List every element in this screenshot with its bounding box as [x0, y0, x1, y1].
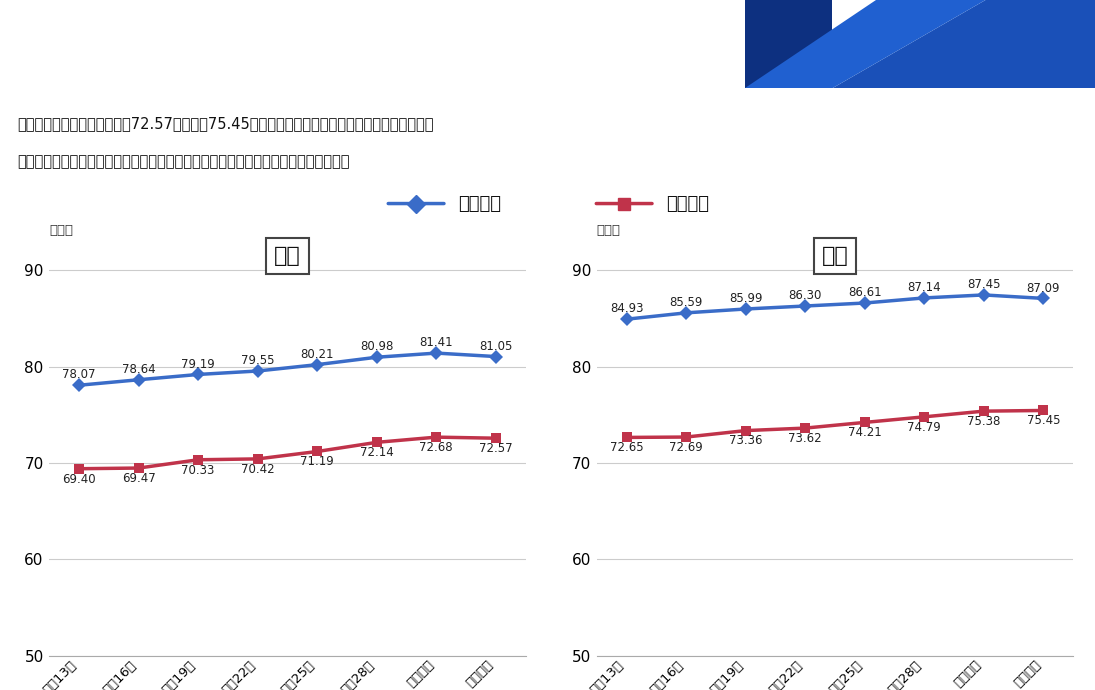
Text: 87.09: 87.09 [1027, 282, 1060, 295]
Text: 80.98: 80.98 [360, 340, 393, 353]
Text: 女性: 女性 [821, 246, 849, 266]
Text: 69.47: 69.47 [122, 472, 155, 485]
Text: 80.21: 80.21 [300, 348, 334, 361]
Text: 81.05: 81.05 [480, 339, 512, 353]
Text: 74.21: 74.21 [848, 426, 881, 440]
Text: 73.36: 73.36 [729, 435, 762, 447]
Text: 85.99: 85.99 [729, 292, 762, 305]
Text: （年）: （年） [49, 224, 73, 237]
Text: 72.65: 72.65 [610, 442, 644, 454]
Text: 75.45: 75.45 [1027, 414, 1060, 427]
Text: 86.30: 86.30 [788, 289, 822, 302]
Text: 72.14: 72.14 [360, 446, 393, 459]
Text: 71.19: 71.19 [300, 455, 334, 469]
Text: ※日常生活に制限がない期間の平均: ※日常生活に制限がない期間の平均 [438, 37, 588, 52]
Polygon shape [745, 0, 986, 88]
Text: 87.14: 87.14 [908, 281, 941, 294]
Text: 平均寿命: 平均寿命 [458, 195, 500, 213]
Polygon shape [745, 0, 832, 88]
Text: 72.69: 72.69 [669, 441, 703, 454]
Text: 81.41: 81.41 [419, 336, 453, 349]
Text: 79.19: 79.19 [182, 357, 215, 371]
Text: 健康寿命: 健康寿命 [666, 195, 708, 213]
Text: 72.68: 72.68 [419, 441, 453, 454]
Text: 72.57: 72.57 [479, 442, 512, 455]
Text: 74.79: 74.79 [908, 421, 941, 434]
Text: 70.42: 70.42 [241, 463, 275, 475]
Text: 78.64: 78.64 [122, 363, 155, 376]
Text: （年）: （年） [597, 224, 621, 237]
Text: 男性: 男性 [274, 246, 301, 266]
Text: 78.07: 78.07 [62, 368, 95, 382]
Text: 69.40: 69.40 [62, 473, 96, 486]
Text: 85.59: 85.59 [669, 296, 703, 309]
Text: 84.93: 84.93 [610, 302, 643, 315]
Text: 75.38: 75.38 [967, 415, 1001, 428]
Text: 79.55: 79.55 [241, 354, 275, 367]
Text: 86.61: 86.61 [848, 286, 881, 299]
Polygon shape [832, 0, 1095, 88]
Text: 男性で短縮、女性で延伸していたが、いずれも統計的に有意な差は見られなかった。: 男性で短縮、女性で延伸していたが、いずれも統計的に有意な差は見られなかった。 [18, 154, 350, 169]
Text: 87.45: 87.45 [967, 278, 1001, 291]
Text: 73.62: 73.62 [788, 432, 822, 445]
Text: 70.33: 70.33 [182, 464, 215, 477]
Text: 令和４年の健康寿命は、男性72.57年、女性75.45年であり、前回値（令和元年値）と比較して、: 令和４年の健康寿命は、男性72.57年、女性75.45年であり、前回値（令和元年… [18, 117, 434, 131]
Text: 平均寿命と健康寿命※の推移: 平均寿命と健康寿命※の推移 [18, 32, 221, 57]
